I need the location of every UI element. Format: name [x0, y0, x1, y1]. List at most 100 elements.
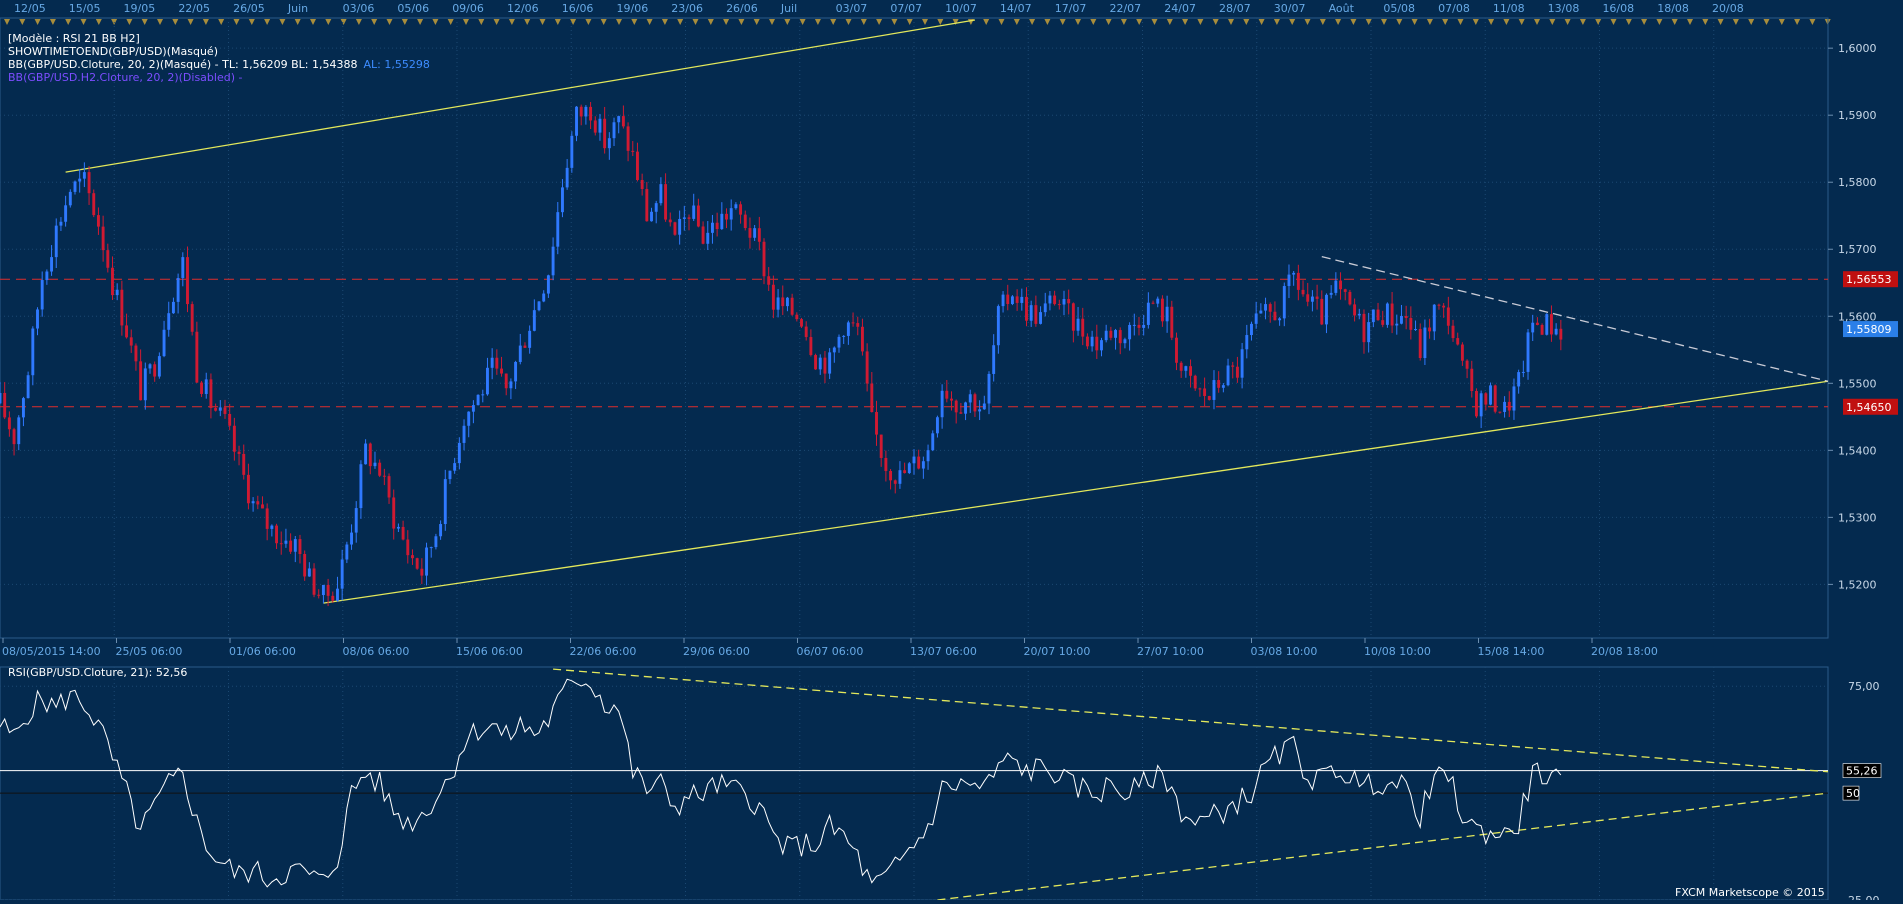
candle-body [261, 504, 264, 509]
marker-triangle [187, 19, 194, 25]
candle-body [1390, 303, 1394, 326]
candle-body [68, 191, 72, 206]
candle-body [1531, 322, 1535, 333]
candle-body [743, 214, 747, 229]
candle-body [242, 453, 246, 475]
candle-body [1409, 318, 1413, 330]
top-date-label: 14/07 [1000, 2, 1032, 15]
marker-triangle [1732, 19, 1739, 25]
candle-body [1240, 349, 1244, 378]
marker-triangle [264, 19, 271, 25]
marker-triangle [19, 19, 26, 25]
candle-body [926, 450, 930, 462]
candle-body [1278, 318, 1282, 321]
candle-body [687, 217, 691, 219]
candle-body [1132, 324, 1136, 326]
marker-triangle [65, 19, 72, 25]
top-date-label: 26/05 [233, 2, 265, 15]
marker-triangle [830, 19, 837, 25]
legend-bb-line: BB(GBP/USD.Cloture, 20, 2)(Masqué) - TL:… [8, 58, 430, 71]
candles [0, 102, 1563, 607]
top-date-label: 26/06 [726, 2, 758, 15]
candle-body [21, 398, 25, 418]
marker-triangle [386, 19, 393, 25]
top-date-label: 20/08 [1712, 2, 1744, 15]
candle-body [453, 463, 457, 471]
candle-body [1034, 305, 1038, 324]
candle-body [1465, 360, 1469, 369]
candle-body [1362, 313, 1366, 343]
marker-triangle [1748, 19, 1755, 25]
candle-body [1306, 294, 1310, 302]
price-tick-label: 1,5300 [1838, 511, 1877, 524]
candle-body [106, 250, 110, 268]
candle-body [275, 525, 278, 544]
rsi-level-badge [1842, 785, 1860, 801]
candle-body [1320, 298, 1324, 325]
candle-body [762, 241, 766, 277]
rsi-panel[interactable]: 55,26 50 75,00 25,00 RSI(GBP/USD.Cloture, … [0, 666, 1882, 904]
marker-triangle [1534, 19, 1540, 25]
marker-triangle [126, 19, 133, 25]
candle-body [706, 232, 710, 244]
candle-body [1414, 328, 1417, 330]
candle-body [1371, 309, 1375, 323]
candle-body [186, 257, 189, 305]
level-badge [1843, 271, 1898, 288]
candle-body [96, 215, 100, 227]
candle-body [411, 555, 414, 559]
candle-body [139, 361, 143, 401]
candle-body [1296, 272, 1300, 290]
candle-body [190, 304, 194, 332]
candle-body [439, 524, 443, 537]
candle-body [1137, 324, 1141, 328]
price-panel[interactable]: 1,56553 1,54650 1,55809 1,5200 1,5300 1,5400… [0, 17, 1898, 658]
candle-body [1039, 312, 1043, 324]
marker-triangle [49, 19, 56, 25]
candle-body [556, 212, 560, 247]
candle-body [1432, 304, 1436, 332]
candle-body [771, 284, 775, 310]
marker-triangle [1090, 19, 1097, 25]
marker-triangle [1243, 19, 1250, 25]
candle-body [636, 151, 639, 180]
candle-body [1198, 388, 1202, 390]
candle-body [45, 271, 49, 281]
candle-body [851, 322, 855, 324]
candle-body [968, 394, 972, 403]
candle-body [546, 275, 550, 294]
candle-body [551, 246, 555, 276]
candle-body [767, 276, 771, 285]
candle-body [1315, 296, 1319, 299]
bottom-date-label: 20/08 18:00 [1591, 645, 1658, 658]
candle-body [12, 429, 16, 445]
candle-body [1193, 375, 1197, 389]
bottom-date-label: 15/06 06:00 [456, 645, 523, 658]
candle-body [1334, 280, 1338, 293]
candle-body [195, 331, 199, 383]
candle-body [1550, 314, 1553, 335]
candle-body [1123, 339, 1127, 344]
candle-body [312, 568, 316, 595]
candle-body [1165, 306, 1169, 322]
marker-triangle [1579, 19, 1586, 25]
candle-body [64, 205, 68, 222]
candle-body [940, 390, 944, 418]
marker-triangle [1763, 19, 1770, 25]
candle-body [1118, 330, 1122, 344]
candle-body [232, 425, 236, 452]
candle-body [1526, 332, 1530, 372]
marker-triangle [554, 19, 561, 25]
candle-body [1212, 380, 1216, 400]
marker-triangle [478, 19, 485, 25]
chart-legend: [Modèle : RSI 21 BB H2] SHOWTIMETOEND(GB… [8, 32, 430, 84]
candle-body [692, 205, 696, 219]
candle-body [575, 106, 578, 136]
rsi-line [0, 678, 1562, 888]
candle-body [654, 203, 658, 212]
candle-body [607, 138, 611, 149]
top-date-label: 07/07 [890, 2, 922, 15]
candle-body [40, 280, 44, 310]
marker-triangle [508, 19, 515, 25]
